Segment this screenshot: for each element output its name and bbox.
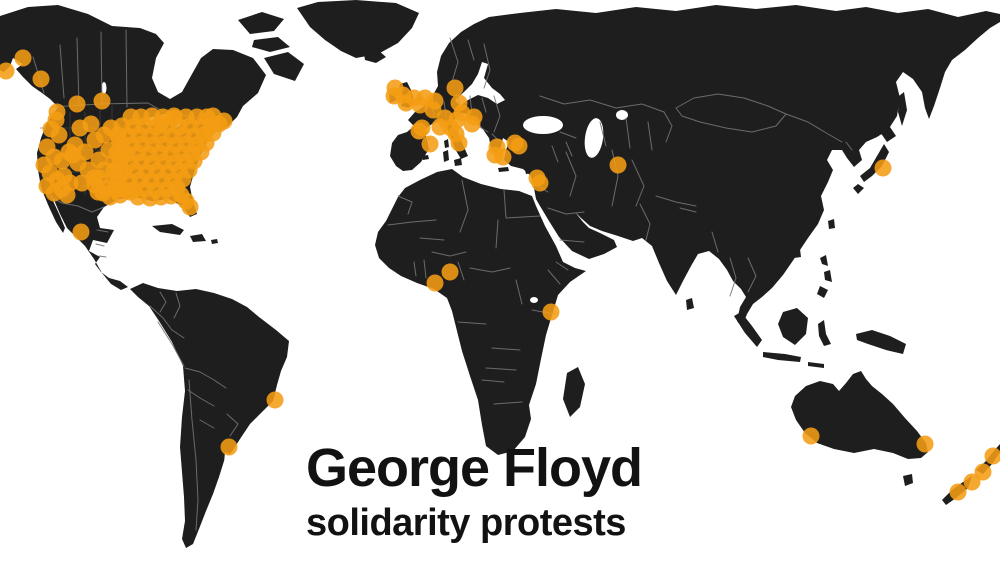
protest-dot — [916, 435, 934, 453]
landmass-arctic-islands — [238, 12, 304, 81]
caspian-sea — [584, 118, 604, 158]
protest-dot — [68, 95, 86, 113]
landmass-caribbean — [152, 224, 218, 244]
protest-dot — [609, 156, 627, 174]
map-title: George Floyd solidarity protests — [306, 438, 643, 544]
protest-dot — [531, 174, 549, 192]
protest-dot — [413, 119, 431, 137]
protest-dot — [61, 174, 79, 192]
protest-dot — [510, 137, 528, 155]
protest-dot — [984, 447, 1000, 465]
landmass-south-america — [130, 283, 289, 548]
landmass-madagascar — [563, 367, 585, 417]
protest-dot — [874, 159, 892, 177]
protest-dot — [220, 438, 238, 456]
protest-dot — [426, 92, 444, 110]
protest-dot — [949, 483, 967, 501]
baltic-sea — [455, 62, 505, 106]
landmass-eurasia — [390, 5, 1000, 327]
landmass-indonesia — [734, 308, 906, 368]
protest-dot — [0, 62, 15, 80]
landmass-med-islands — [422, 139, 534, 174]
aral-sea — [616, 110, 628, 120]
protest-dot — [50, 126, 68, 144]
protest-dot — [421, 135, 439, 153]
protest-dot — [494, 148, 512, 166]
protest-dot — [93, 92, 111, 110]
landmass-japan — [853, 92, 907, 194]
protest-dot — [974, 463, 992, 481]
protest-dot — [426, 274, 444, 292]
map-title-line1: George Floyd — [306, 438, 643, 498]
protest-dots-layer — [0, 49, 1000, 501]
landmass-greenland — [297, 0, 419, 58]
protest-dot — [90, 169, 108, 187]
black-sea — [523, 116, 563, 134]
protest-dot — [450, 134, 468, 152]
lake-victoria — [530, 297, 538, 303]
protest-dot — [446, 79, 464, 97]
protest-dot — [266, 391, 284, 409]
landmass-australia — [791, 371, 928, 486]
protest-dot — [64, 146, 82, 164]
protest-dot — [82, 115, 100, 133]
landmass-philippines — [817, 255, 832, 298]
protest-dot — [542, 303, 560, 321]
protest-dot — [32, 70, 50, 88]
protest-dot — [963, 473, 981, 491]
landmass-africa — [375, 169, 586, 455]
map-title-line2: solidarity protests — [306, 502, 626, 544]
protest-dot — [181, 198, 199, 216]
protest-dot — [72, 223, 90, 241]
lake-winnipeg — [101, 82, 107, 94]
protest-dot — [463, 115, 481, 133]
protest-dot — [441, 263, 459, 281]
protest-dot — [802, 427, 820, 445]
landmass-iceland — [364, 50, 386, 63]
protest-dot — [14, 49, 32, 67]
